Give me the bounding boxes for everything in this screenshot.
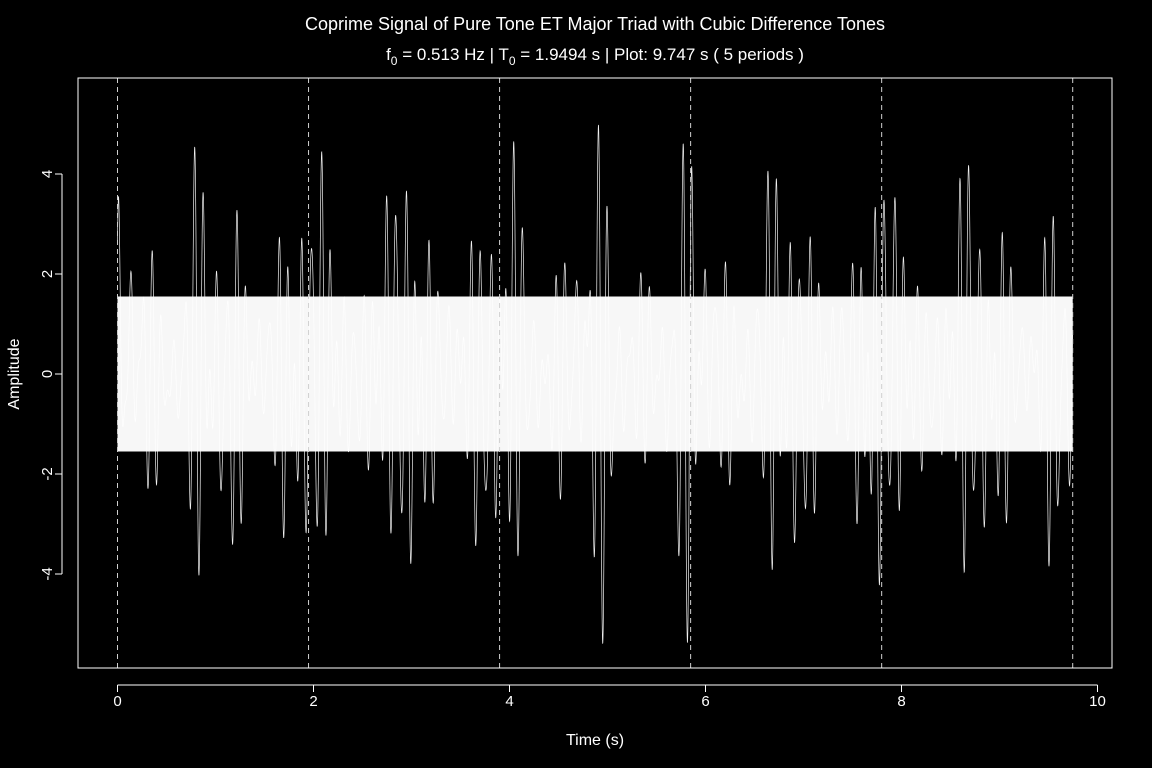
- chart-title: Coprime Signal of Pure Tone ET Major Tri…: [305, 14, 885, 34]
- x-tick-label: 4: [505, 693, 513, 710]
- x-tick-label: 10: [1089, 693, 1106, 710]
- signal-core: [117, 296, 1073, 452]
- signal-trace: [117, 124, 1074, 645]
- x-axis-label: Time (s): [566, 732, 624, 749]
- plot-frame: [77, 77, 1113, 669]
- subtitle-T0-value: = 1.9494 s | Plot: 9.747 s ( 5 periods ): [516, 45, 804, 64]
- x-tick-label: 2: [309, 693, 317, 710]
- x-tick-label: 8: [897, 693, 905, 710]
- y-tick-label: 2: [39, 270, 56, 278]
- y-tick-label: -2: [39, 467, 56, 480]
- signal-waveform: [117, 124, 1074, 645]
- y-tick-label: -4: [39, 567, 56, 580]
- x-tick-label: 6: [701, 693, 709, 710]
- subtitle-f0-value: = 0.513 Hz | T: [397, 45, 508, 64]
- x-tick-label: 0: [113, 693, 121, 710]
- y-axis: -4 -2 0 2 4: [39, 170, 63, 581]
- subtitle-T0-sub: 0: [509, 54, 516, 68]
- y-tick-label: 0: [39, 370, 56, 378]
- chart-subtitle: f0 = 0.513 Hz | T0 = 1.9494 s | Plot: 9.…: [386, 45, 804, 68]
- y-tick-label: 4: [39, 170, 56, 178]
- x-axis: 0 2 4 6 8 10: [113, 684, 1106, 710]
- y-axis-label: Amplitude: [6, 338, 23, 409]
- subtitle-f0-sub: 0: [391, 54, 398, 68]
- subtitle-f0-label: f: [386, 45, 391, 64]
